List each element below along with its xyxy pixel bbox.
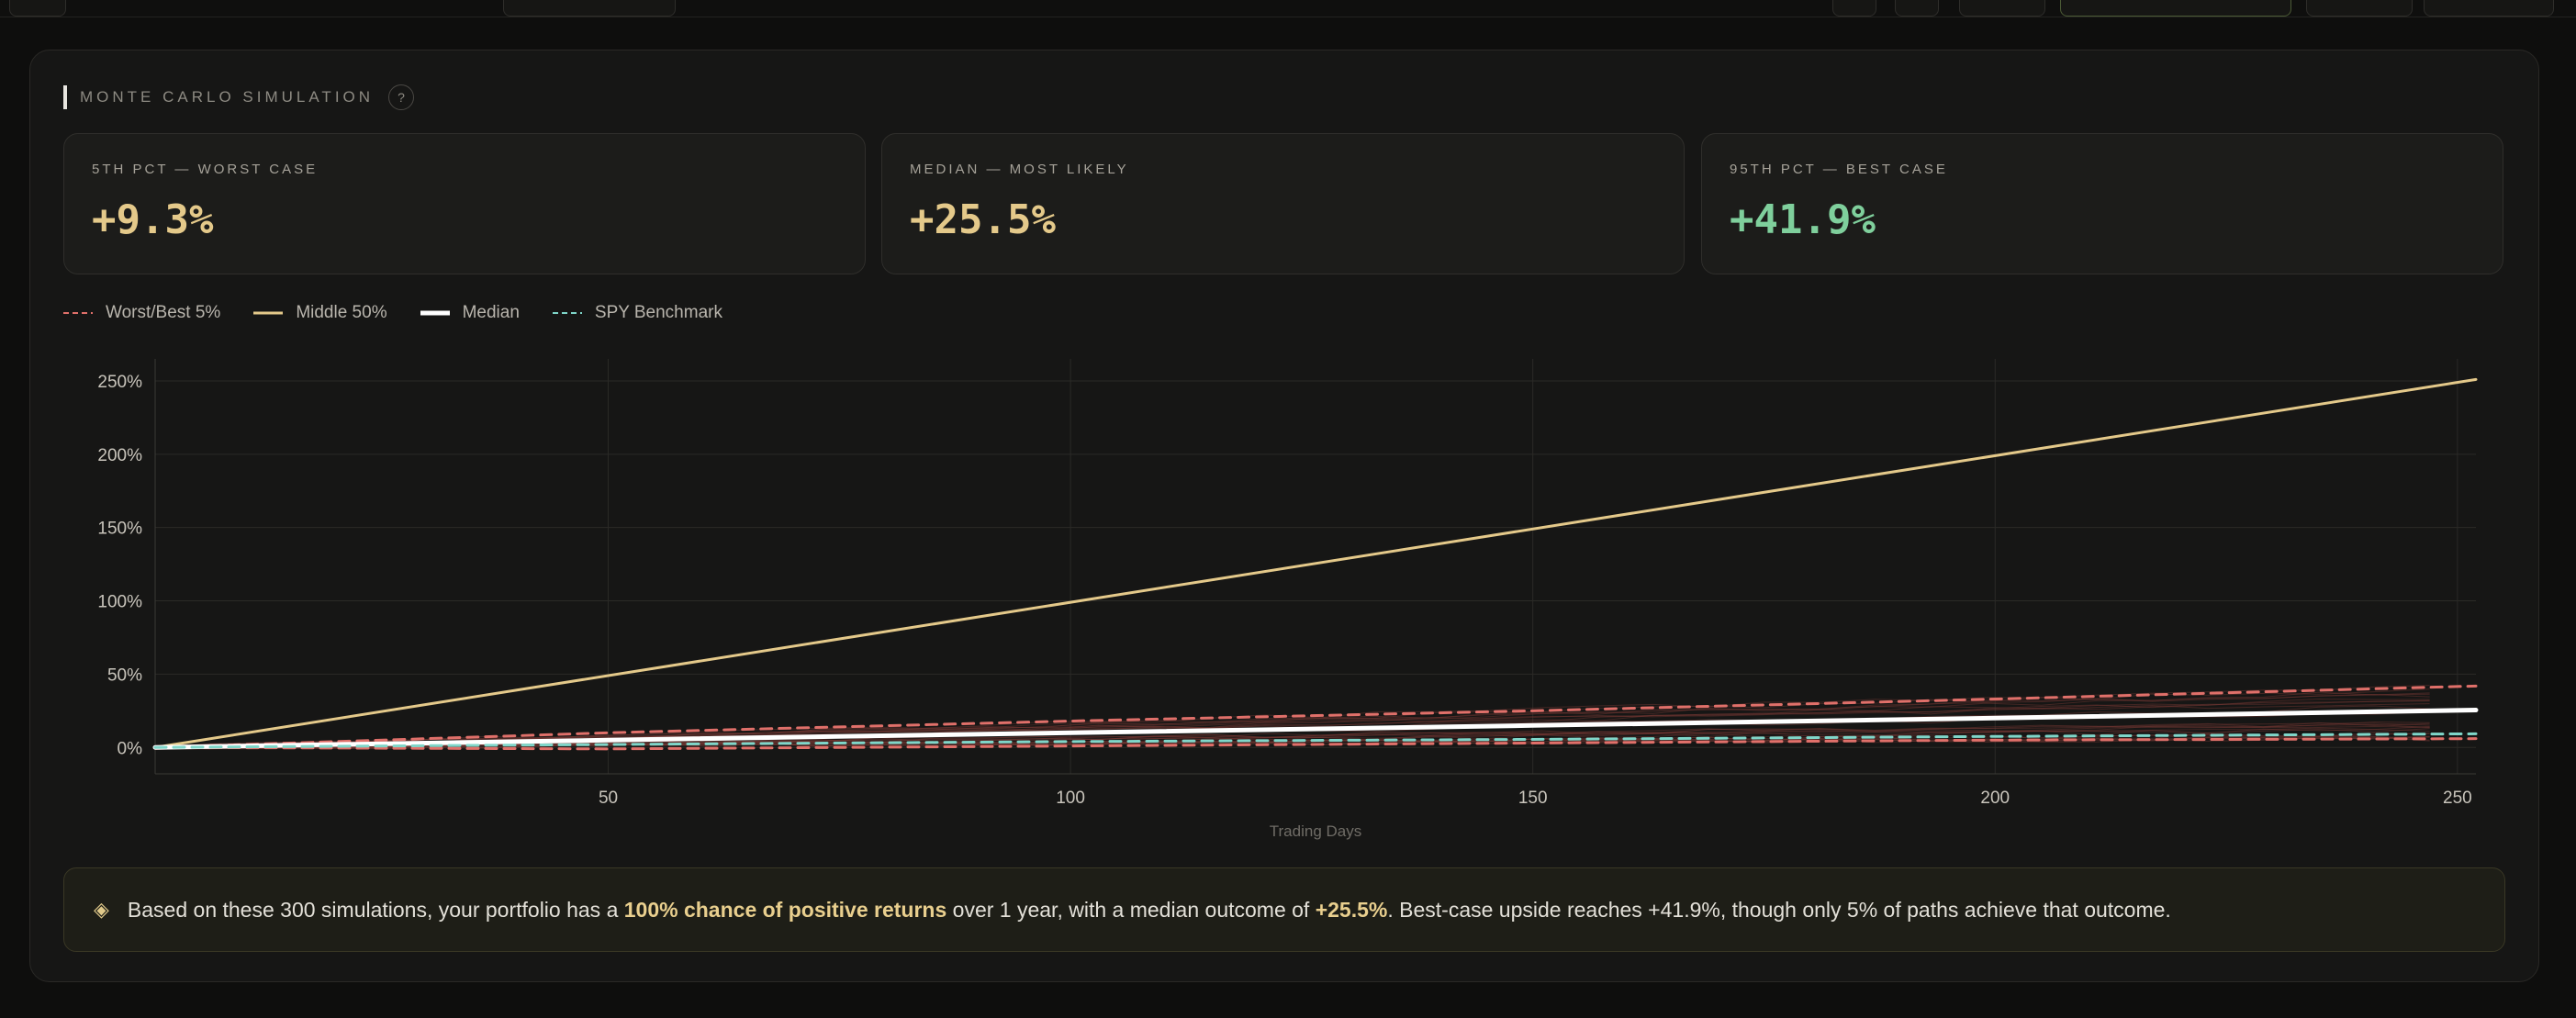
monte-carlo-panel: MONTE CARLO SIMULATION ? 5TH PCT — WORST…	[29, 50, 2539, 982]
series-line-worst-best-5-	[153, 684, 2478, 749]
toolbar-button[interactable]	[1832, 0, 1876, 17]
toolbar-button[interactable]	[2060, 0, 2291, 17]
section-header: MONTE CARLO SIMULATION ?	[63, 84, 415, 111]
x-tick-label: 100	[1056, 789, 1085, 808]
y-tick-label: 250%	[97, 373, 142, 392]
x-axis-label: Trading Days	[1270, 822, 1361, 840]
insight-banner: ◈ Based on these 300 simulations, your p…	[63, 867, 2505, 952]
toolbar-button[interactable]	[1959, 0, 2045, 17]
toolbar-button[interactable]	[9, 0, 66, 17]
solid-line-icon	[253, 311, 284, 315]
toolbar-button[interactable]	[1895, 0, 1939, 17]
insight-highlight: +25.5%	[1315, 897, 1388, 922]
toolbar-button[interactable]	[503, 0, 676, 17]
insight-text: Based on these 300 simulations, your por…	[127, 897, 2171, 922]
best-case-card: 95TH PCT — BEST CASE +41.9%	[1701, 133, 2503, 274]
y-tick-label: 150%	[97, 520, 142, 539]
x-tick-label: 200	[1980, 789, 2010, 808]
x-tick-label: 50	[599, 789, 618, 808]
card-value: +9.3%	[92, 196, 214, 243]
legend-label: Worst/Best 5%	[106, 303, 221, 322]
toolbar-button[interactable]	[2306, 0, 2413, 17]
card-label: 95TH PCT — BEST CASE	[1730, 162, 1948, 177]
simulation-chart: 0% 50% 100% 150% 200% 250% 50 100 150 200 250 Tradi…	[97, 359, 2479, 840]
card-value: +41.9%	[1730, 196, 1876, 243]
series-line-spy-benchmark	[153, 732, 2478, 749]
series-line-median	[152, 708, 2479, 750]
simulation-path	[154, 693, 2430, 749]
diamond-icon: ◈	[94, 898, 109, 921]
x-tick-label: 150	[1518, 789, 1548, 808]
card-label: MEDIAN — MOST LIKELY	[910, 162, 1129, 177]
simulation-path	[154, 699, 2430, 748]
toolbar-button[interactable]	[2424, 0, 2554, 17]
series-line-worst-best-5-	[153, 737, 2478, 751]
y-tick-label: 50%	[107, 666, 142, 685]
y-tick-label: 0%	[118, 739, 143, 758]
worst-case-card: 5TH PCT — WORST CASE +9.3%	[63, 133, 866, 274]
card-value: +25.5%	[910, 196, 1056, 243]
accent-bar	[63, 85, 67, 109]
chart-legend: Worst/Best 5% Middle 50% Median SPY Benc…	[63, 300, 756, 326]
y-tick-label: 200%	[97, 446, 142, 465]
legend-item-worst-best[interactable]: Worst/Best 5%	[63, 303, 220, 323]
legend-label: SPY Benchmark	[594, 303, 722, 322]
simulation-path	[154, 693, 2430, 749]
median-card: MEDIAN — MOST LIKELY +25.5%	[881, 133, 1685, 274]
series-line-middle-50-	[153, 377, 2478, 749]
plot-area	[155, 359, 2476, 774]
card-label: 5TH PCT — WORST CASE	[92, 162, 319, 177]
help-icon[interactable]: ?	[388, 84, 415, 110]
x-tick-label: 250	[2443, 789, 2472, 808]
legend-item-spy[interactable]: SPY Benchmark	[552, 303, 722, 323]
bold-line-icon	[420, 310, 450, 316]
simulation-path	[154, 728, 2430, 751]
y-tick-label: 100%	[97, 593, 142, 612]
insight-highlight: 100% chance of positive returns	[623, 897, 947, 922]
dashed-line-icon	[63, 312, 93, 314]
section-title: MONTE CARLO SIMULATION	[80, 88, 375, 106]
legend-item-middle[interactable]: Middle 50%	[253, 303, 387, 323]
legend-label: Middle 50%	[296, 303, 387, 322]
legend-item-median[interactable]: Median	[420, 303, 520, 323]
top-toolbar	[0, 0, 2576, 17]
legend-label: Median	[462, 303, 520, 322]
dashed-line-icon	[552, 312, 582, 314]
simulation-path	[154, 691, 2430, 746]
